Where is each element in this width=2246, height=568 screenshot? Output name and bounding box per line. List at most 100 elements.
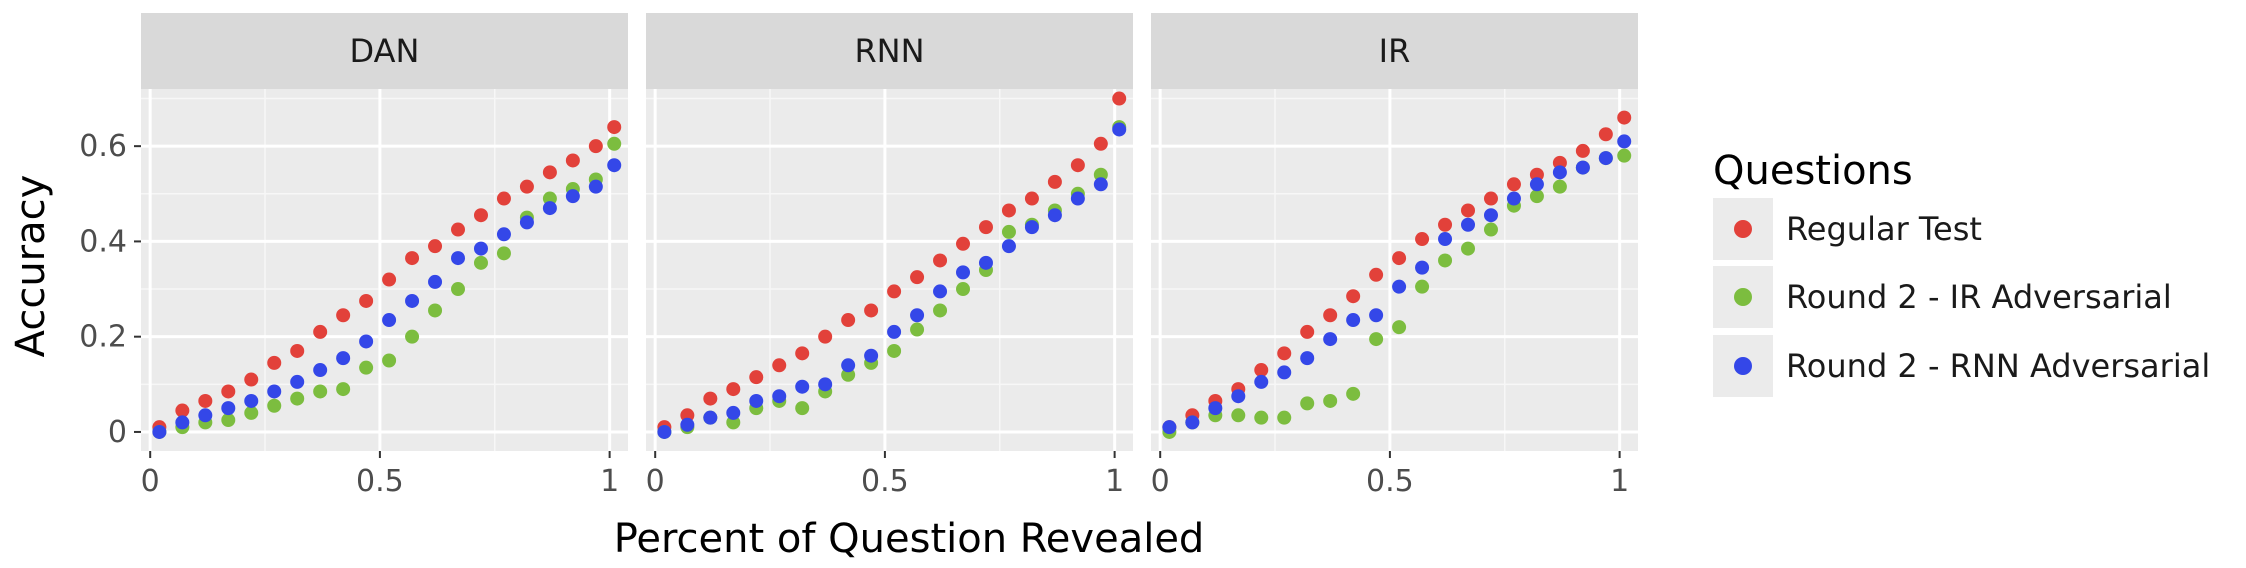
legend-swatch — [1734, 220, 1752, 238]
data-point — [978, 220, 993, 235]
data-point — [1438, 232, 1453, 247]
data-point — [1415, 232, 1430, 247]
legend-item-round-2-ir-adversarial: Round 2 - IR Adversarial — [1713, 266, 2172, 328]
x-axis: 0 0.5 1 0 0.5 1 0 0.5 1 — [141, 451, 1629, 499]
data-point — [1254, 410, 1269, 425]
data-point — [313, 363, 328, 378]
data-point — [1112, 122, 1127, 137]
data-point — [1093, 136, 1108, 151]
data-point — [221, 401, 236, 416]
y-tick-label: 0 — [108, 415, 127, 450]
data-point — [1617, 148, 1632, 163]
facet-strip — [1151, 13, 1638, 89]
data-point — [1369, 308, 1384, 323]
data-point — [1277, 365, 1292, 380]
data-point — [244, 372, 259, 387]
facet-strip-label: RNN — [854, 32, 924, 70]
data-point — [336, 308, 351, 323]
data-point — [1001, 224, 1016, 239]
data-point — [405, 251, 420, 266]
data-point — [451, 251, 466, 266]
data-point — [841, 358, 856, 373]
data-point — [1438, 217, 1453, 232]
data-point — [933, 253, 948, 268]
data-point — [749, 393, 764, 408]
legend-item-regular-test: Regular Test — [1713, 198, 1982, 260]
data-point — [1323, 308, 1338, 323]
data-point — [1185, 415, 1200, 430]
data-point — [496, 246, 511, 261]
data-point — [1277, 410, 1292, 425]
data-point — [1346, 386, 1361, 401]
data-point — [588, 139, 603, 154]
y-tick-label: 0.2 — [79, 320, 127, 355]
data-point — [267, 355, 282, 370]
data-point — [1415, 279, 1430, 294]
data-point — [313, 384, 328, 399]
data-point — [1506, 177, 1521, 192]
data-point — [1047, 208, 1062, 223]
data-point — [1024, 191, 1039, 206]
data-point — [1300, 351, 1315, 366]
data-point — [1254, 374, 1269, 389]
data-point — [244, 405, 259, 420]
data-point — [1001, 239, 1016, 254]
data-point — [1529, 189, 1544, 204]
x-tick-label: 0.5 — [1366, 464, 1414, 499]
data-point — [313, 324, 328, 339]
data-point — [1070, 191, 1085, 206]
data-point — [542, 201, 557, 216]
data-point — [818, 329, 833, 344]
data-point — [933, 303, 948, 318]
data-point — [267, 398, 282, 413]
facet-panel-rnn: RNN — [646, 13, 1133, 451]
data-point — [841, 313, 856, 328]
data-point — [382, 272, 397, 287]
x-tick-label: 1 — [600, 464, 619, 499]
data-point — [1483, 222, 1498, 237]
data-point — [887, 343, 902, 358]
data-point — [1300, 396, 1315, 411]
data-point — [198, 393, 213, 408]
x-tick-label: 0.5 — [861, 464, 909, 499]
data-point — [956, 236, 971, 251]
panel-background — [141, 89, 628, 451]
data-point — [290, 391, 305, 406]
data-point — [956, 282, 971, 297]
data-point — [1552, 165, 1567, 180]
facet-panel-dan: DAN — [141, 13, 628, 451]
data-point — [1461, 217, 1476, 232]
x-tick-label: 0 — [141, 464, 160, 499]
data-point — [887, 324, 902, 339]
data-point — [1162, 420, 1177, 435]
data-point — [359, 334, 374, 349]
panel-background — [646, 89, 1133, 451]
data-point — [588, 179, 603, 194]
data-point — [726, 382, 741, 397]
data-point — [1070, 158, 1085, 173]
data-point — [428, 239, 443, 254]
data-point — [1392, 279, 1407, 294]
x-tick-label: 1 — [1105, 464, 1124, 499]
data-point — [933, 284, 948, 299]
series-round-2-rnn-adversarial — [657, 122, 1127, 439]
data-point — [607, 158, 622, 173]
series-round-2-rnn-adversarial — [1162, 134, 1632, 435]
data-point — [336, 382, 351, 397]
data-point — [428, 274, 443, 289]
data-point — [290, 374, 305, 389]
data-point — [1254, 363, 1269, 378]
data-point — [772, 358, 787, 373]
data-point — [1369, 332, 1384, 347]
data-point — [451, 282, 466, 297]
data-point — [749, 370, 764, 385]
data-point — [152, 424, 167, 439]
legend-label: Round 2 - IR Adversarial — [1786, 278, 2172, 316]
data-point — [910, 308, 925, 323]
data-point — [382, 313, 397, 328]
data-point — [473, 208, 488, 223]
data-point — [910, 270, 925, 285]
data-point — [1112, 91, 1127, 106]
data-point — [175, 403, 190, 418]
